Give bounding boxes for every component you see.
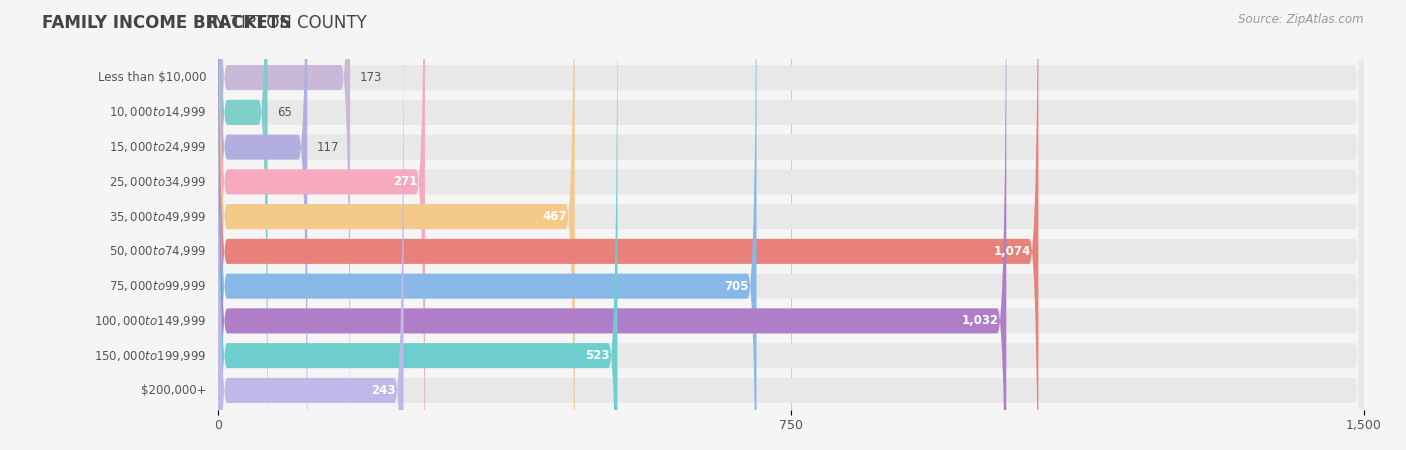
FancyBboxPatch shape	[218, 0, 350, 450]
FancyBboxPatch shape	[218, 0, 575, 450]
FancyBboxPatch shape	[218, 0, 1364, 450]
FancyBboxPatch shape	[218, 0, 1364, 450]
Text: 117: 117	[316, 140, 339, 153]
Text: 271: 271	[392, 176, 418, 189]
Text: $35,000 to $49,999: $35,000 to $49,999	[110, 210, 207, 224]
FancyBboxPatch shape	[218, 0, 1364, 450]
Text: $25,000 to $34,999: $25,000 to $34,999	[110, 175, 207, 189]
Text: $50,000 to $74,999: $50,000 to $74,999	[110, 244, 207, 258]
FancyBboxPatch shape	[218, 0, 308, 450]
Text: $150,000 to $199,999: $150,000 to $199,999	[94, 349, 207, 363]
Text: IN TIPTON COUNTY: IN TIPTON COUNTY	[202, 14, 367, 32]
Text: $75,000 to $99,999: $75,000 to $99,999	[110, 279, 207, 293]
FancyBboxPatch shape	[218, 0, 1364, 450]
Text: Source: ZipAtlas.com: Source: ZipAtlas.com	[1239, 14, 1364, 27]
Text: 1,074: 1,074	[994, 245, 1031, 258]
Text: $100,000 to $149,999: $100,000 to $149,999	[94, 314, 207, 328]
Text: 65: 65	[277, 106, 291, 119]
FancyBboxPatch shape	[218, 0, 1364, 450]
Text: 1,032: 1,032	[962, 315, 998, 328]
Text: 705: 705	[724, 279, 749, 292]
FancyBboxPatch shape	[218, 0, 756, 450]
Text: $200,000+: $200,000+	[141, 384, 207, 397]
Text: 523: 523	[585, 349, 610, 362]
Text: 243: 243	[371, 384, 396, 397]
FancyBboxPatch shape	[218, 0, 1039, 450]
Text: $10,000 to $14,999: $10,000 to $14,999	[110, 105, 207, 119]
Text: FAMILY INCOME BRACKETS: FAMILY INCOME BRACKETS	[42, 14, 291, 32]
FancyBboxPatch shape	[218, 0, 267, 450]
Text: 173: 173	[360, 71, 381, 84]
FancyBboxPatch shape	[218, 0, 1364, 450]
Text: Less than $10,000: Less than $10,000	[98, 71, 207, 84]
FancyBboxPatch shape	[218, 0, 404, 450]
FancyBboxPatch shape	[218, 0, 617, 450]
FancyBboxPatch shape	[218, 0, 1364, 450]
FancyBboxPatch shape	[218, 0, 1007, 450]
FancyBboxPatch shape	[218, 0, 1364, 450]
Text: 467: 467	[543, 210, 567, 223]
FancyBboxPatch shape	[218, 0, 1364, 450]
FancyBboxPatch shape	[218, 0, 425, 450]
FancyBboxPatch shape	[218, 0, 1364, 450]
Text: $15,000 to $24,999: $15,000 to $24,999	[110, 140, 207, 154]
